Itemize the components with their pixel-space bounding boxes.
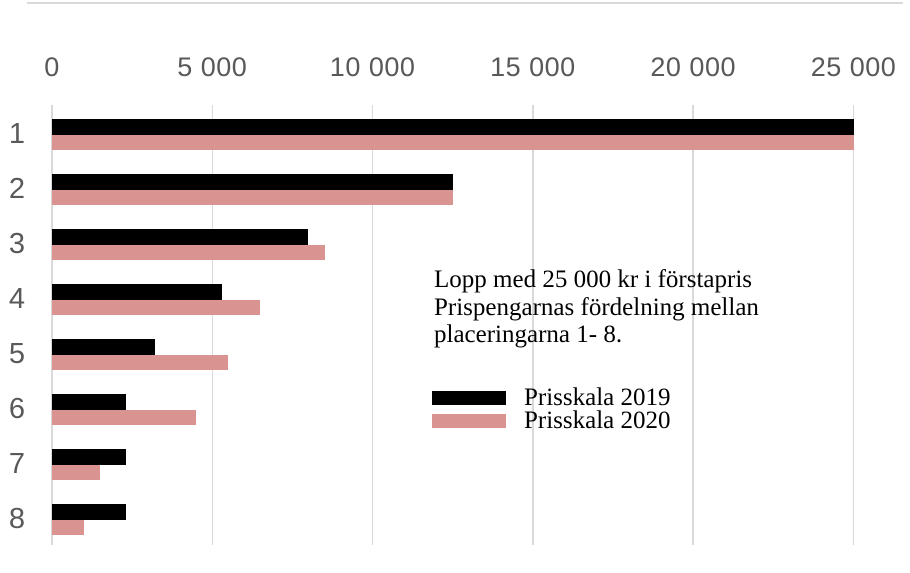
legend-swatch-icon: [432, 413, 506, 428]
chart-top-border: [27, 2, 903, 4]
chart-annotation: Lopp med 25 000 kr i förstapris Prispenga…: [434, 266, 759, 349]
x-axis-tick-label: 25 000: [810, 52, 897, 82]
bar-prisskala-2020-placement-4: [52, 299, 261, 315]
bar-prisskala-2019-placement-7: [52, 449, 126, 465]
annotation-line: placeringarna 1- 8.: [434, 321, 623, 348]
legend-swatch-icon: [432, 390, 506, 405]
category-label: 2: [8, 173, 26, 205]
bar-prisskala-2019-placement-3: [52, 229, 309, 245]
gridline: [371, 105, 374, 545]
gridline: [51, 105, 53, 545]
bar-prisskala-2020-placement-8: [52, 519, 85, 535]
legend-entry: Prisskala 2019: [432, 384, 671, 411]
annotation-line: Lopp med 25 000 kr i förstapris: [434, 266, 753, 293]
legend-label: Prisskala 2019: [524, 384, 671, 411]
category-label: 5: [8, 338, 26, 370]
category-label: 4: [8, 283, 26, 315]
bar-prisskala-2020-placement-2: [52, 189, 453, 205]
category-label: 7: [8, 448, 26, 480]
x-axis-tick-label: 0: [44, 52, 60, 82]
x-axis-tick-label: 20 000: [650, 52, 736, 82]
bar-prisskala-2019-placement-4: [52, 284, 222, 300]
bar-prisskala-2020-placement-7: [52, 464, 101, 480]
bar-prisskala-2020-placement-6: [52, 409, 197, 425]
category-label: 6: [8, 393, 26, 425]
bar-prisskala-2020-placement-3: [52, 244, 325, 260]
bar-prisskala-2020-placement-1: [52, 134, 854, 150]
bar-prisskala-2019-placement-6: [52, 394, 126, 410]
x-axis-tick-label: 15 000: [490, 52, 576, 82]
gridline: [532, 105, 534, 545]
category-label: 8: [8, 503, 26, 535]
bar-prisskala-2020-placement-5: [52, 354, 229, 370]
gridline: [692, 105, 694, 545]
chart-legend: Prisskala 2019 Prisskala 2020: [432, 384, 671, 434]
gridline: [211, 105, 214, 545]
legend-label: Prisskala 2020: [524, 407, 671, 434]
bar-prisskala-2019-placement-2: [52, 174, 453, 190]
x-axis-tick-label: 10 000: [329, 52, 416, 82]
category-label: 3: [8, 228, 26, 260]
bar-prisskala-2019-placement-8: [52, 504, 126, 520]
category-label: 1: [8, 118, 26, 150]
bar-prisskala-2019-placement-5: [52, 339, 155, 355]
gridline: [852, 105, 855, 545]
legend-entry: Prisskala 2020: [432, 407, 671, 434]
x-axis-tick-label: 5 000: [177, 52, 248, 82]
bar-prisskala-2019-placement-1: [52, 119, 854, 135]
annotation-line: Prispengarnas fördelning mellan: [434, 293, 759, 321]
